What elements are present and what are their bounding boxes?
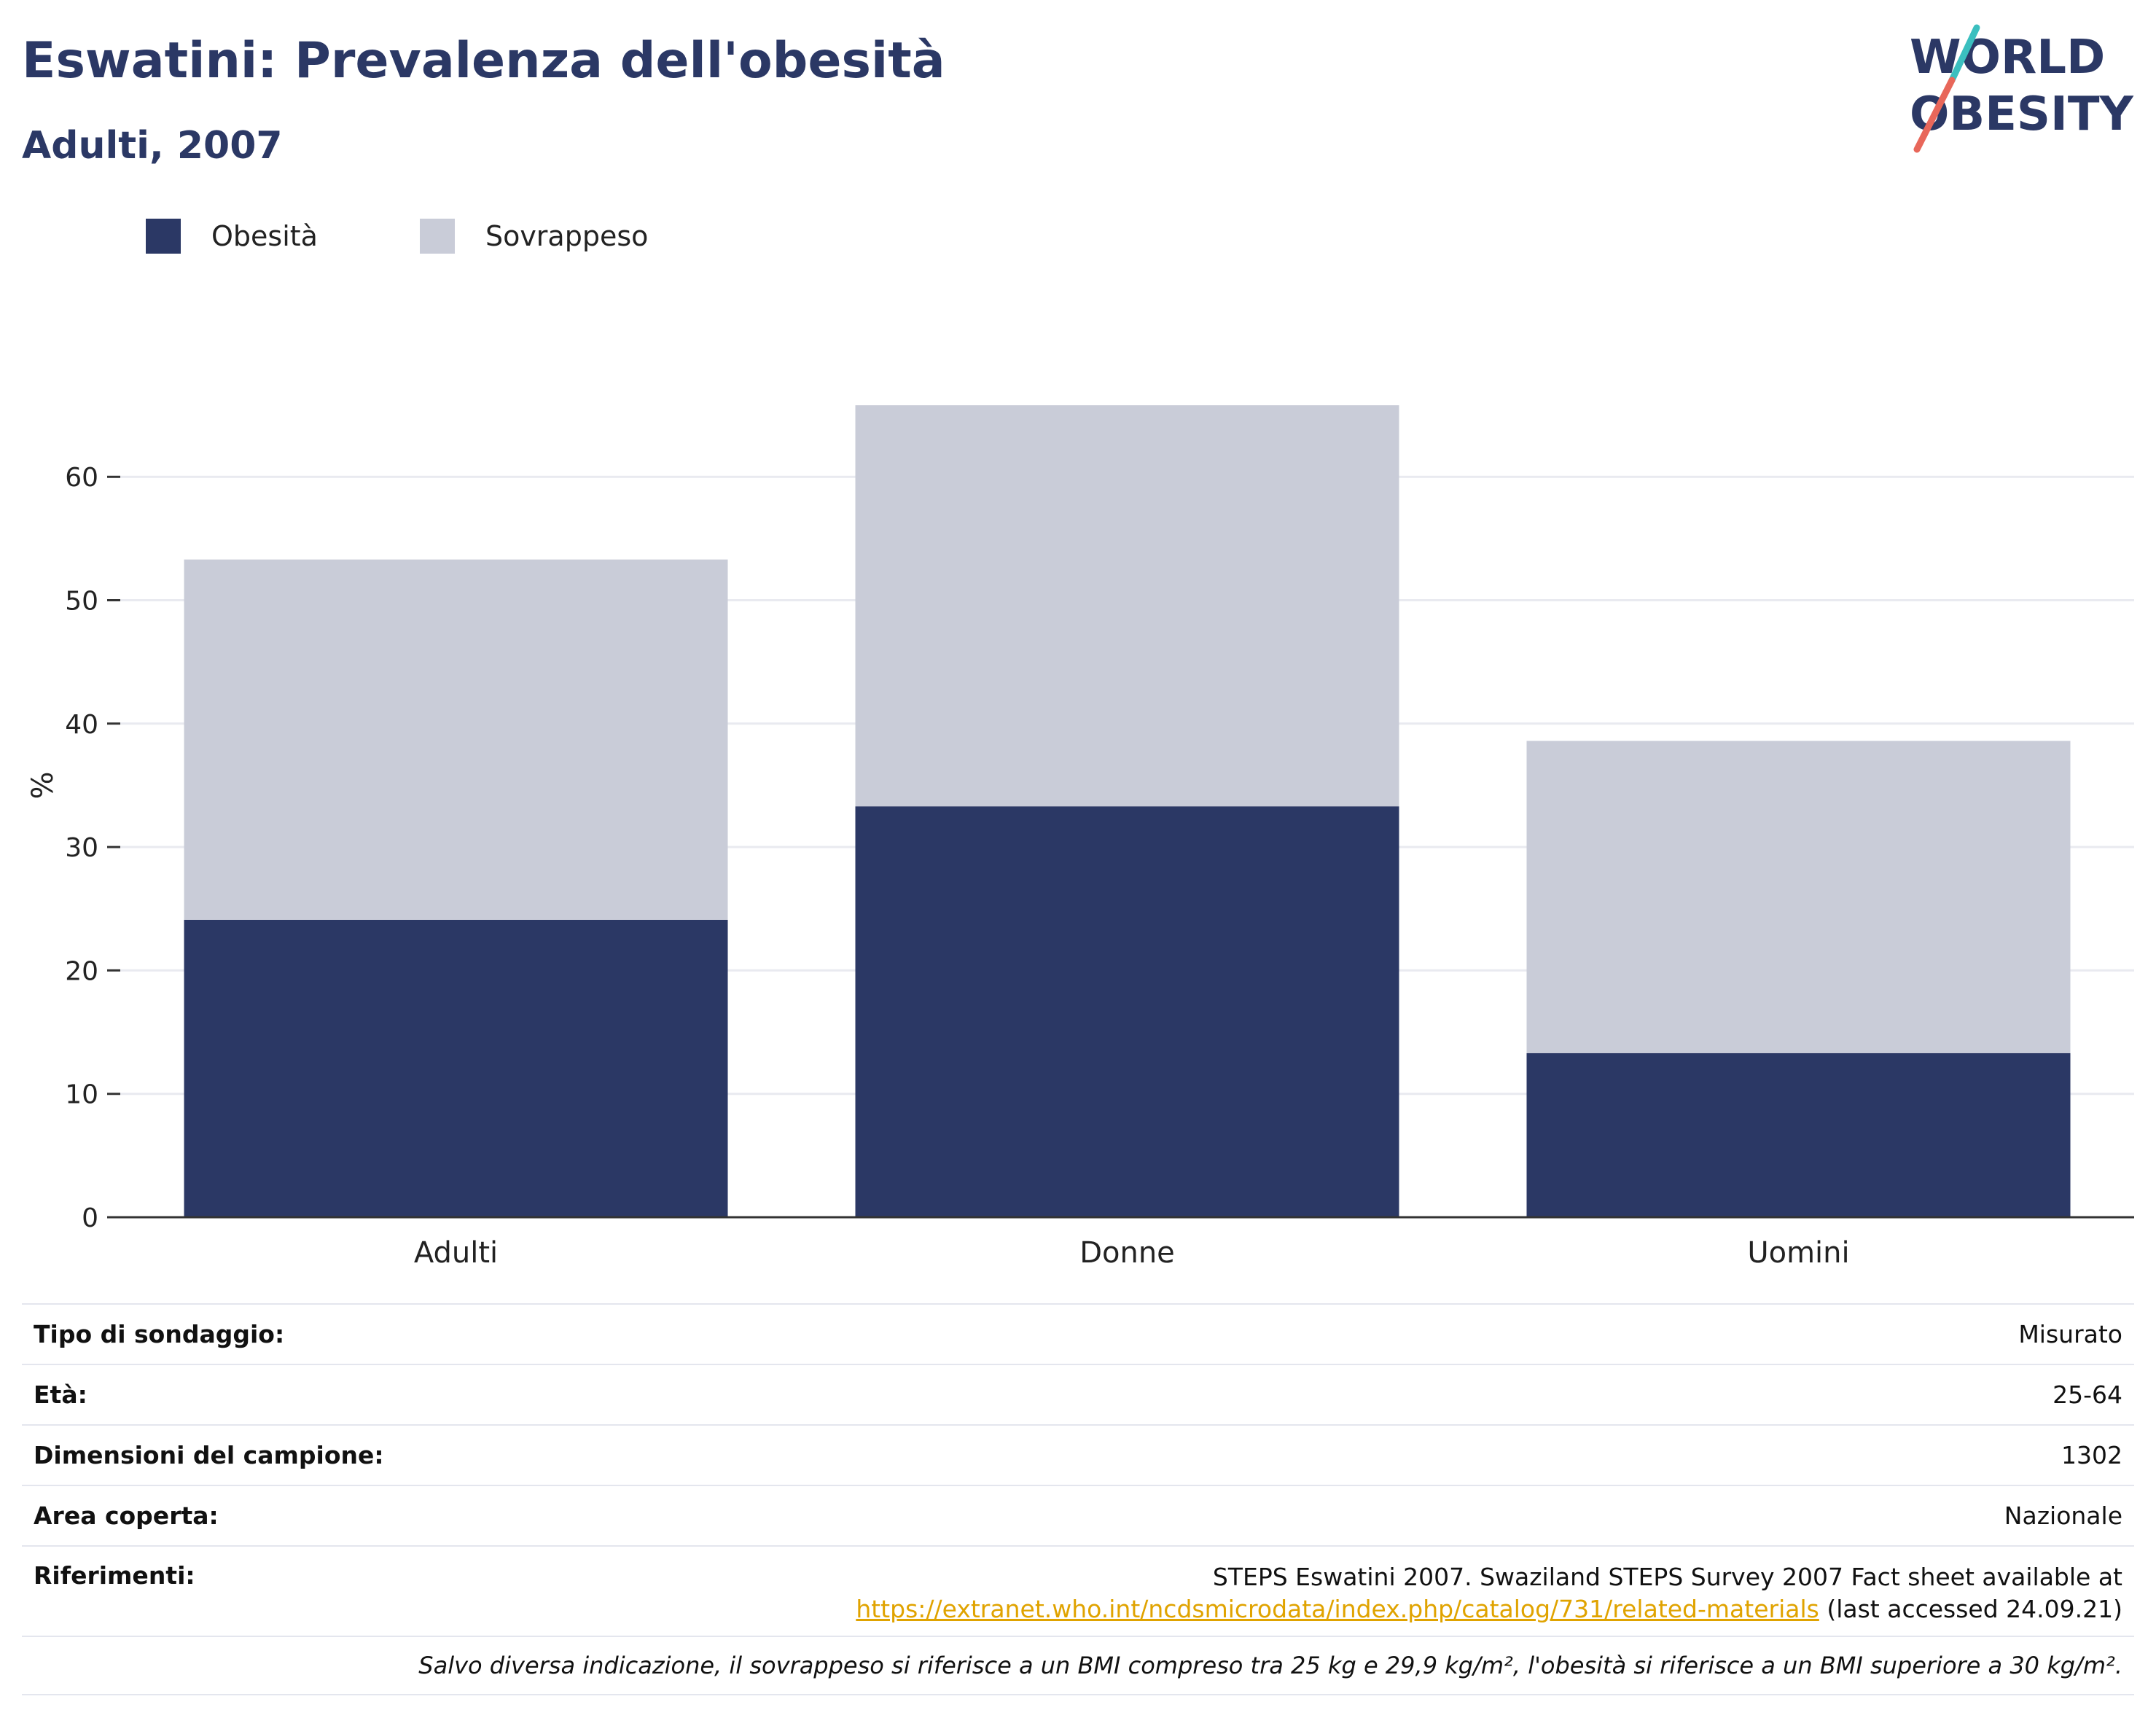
y-tick-label: 20 — [65, 956, 98, 986]
legend-label-overweight: Sovrappeso — [485, 220, 649, 252]
world-obesity-logo: WORLD OBESITY — [1910, 24, 2133, 153]
x-tick-label: Adulti — [414, 1236, 498, 1270]
references-value: STEPS Eswatini 2007. Swaziland STEPS Sur… — [856, 1561, 2122, 1625]
bar-uomini-overweight — [1526, 741, 2071, 1053]
y-axis-label: % — [26, 771, 60, 799]
info-label: Tipo di sondaggio: — [34, 1320, 285, 1348]
logo-slash-top — [1948, 24, 1980, 84]
info-row-sample-size: Dimensioni del campione: 1302 — [22, 1424, 2134, 1485]
legend-label-obesity: Obesità — [211, 220, 318, 252]
logo-line1: WORLD — [1910, 31, 2105, 85]
info-value: Nazionale — [2004, 1501, 2122, 1530]
legend-swatch-overweight — [419, 219, 455, 254]
y-tick-label: 60 — [65, 463, 98, 493]
references-suffix: (last accessed 24.09.21) — [1819, 1595, 2122, 1623]
info-value: 25-64 — [2053, 1380, 2122, 1409]
legend-item-obesity[interactable]: Obesità — [146, 219, 318, 254]
x-tick-label: Uomini — [1747, 1236, 1849, 1270]
chart-legend: Obesità Sovrappeso — [146, 217, 750, 255]
y-tick-label: 40 — [65, 710, 98, 740]
info-row-references: Riferimenti: STEPS Eswatini 2007. Swazil… — [22, 1545, 2134, 1636]
y-tick-label: 10 — [65, 1080, 98, 1110]
logo-slash-bottom — [1913, 77, 1956, 153]
references-text: STEPS Eswatini 2007. Swaziland STEPS Sur… — [1212, 1563, 2122, 1591]
info-label: Riferimenti: — [34, 1561, 195, 1590]
x-tick-label: Donne — [1079, 1236, 1175, 1270]
bar-adulti-overweight — [184, 559, 728, 920]
info-row-area: Area coperta: Nazionale — [22, 1485, 2134, 1545]
y-tick-label: 0 — [82, 1203, 98, 1233]
info-row-survey-type: Tipo di sondaggio: Misurato — [22, 1303, 2134, 1364]
survey-info-table: Tipo di sondaggio: Misurato Età: 25-64 D… — [22, 1303, 2134, 1695]
bar-adulti-obesity — [184, 919, 728, 1217]
y-tick-label: 50 — [65, 587, 98, 617]
bmi-note: Salvo diversa indicazione, il sovrappeso… — [418, 1652, 2122, 1679]
y-tick-label: 30 — [65, 833, 98, 863]
info-label: Dimensioni del campione: — [34, 1441, 384, 1469]
info-row-note: Salvo diversa indicazione, il sovrappeso… — [22, 1636, 2134, 1695]
info-label: Area coperta: — [34, 1501, 219, 1530]
info-label: Età: — [34, 1380, 87, 1409]
legend-swatch-obesity — [146, 219, 181, 254]
references-link[interactable]: https://extranet.who.int/ncdsmicrodata/i… — [856, 1595, 1819, 1623]
info-value: Misurato — [2018, 1319, 2122, 1348]
bar-uomini-obesity — [1526, 1052, 2071, 1217]
info-row-age: Età: 25-64 — [22, 1364, 2134, 1424]
bar-donne-obesity — [855, 806, 1399, 1217]
stacked-bar-chart: 0 10 20 30 40 50 60% Adulti Donne Uomini — [26, 405, 2134, 1270]
info-value: 1302 — [2061, 1440, 2122, 1469]
bar-donne-overweight — [855, 405, 1399, 807]
page-subtitle: Adulti, 2007 — [22, 124, 283, 168]
legend-item-overweight[interactable]: Sovrappeso — [419, 219, 649, 254]
page-title: Eswatini: Prevalenza dell'obesità — [22, 32, 945, 90]
